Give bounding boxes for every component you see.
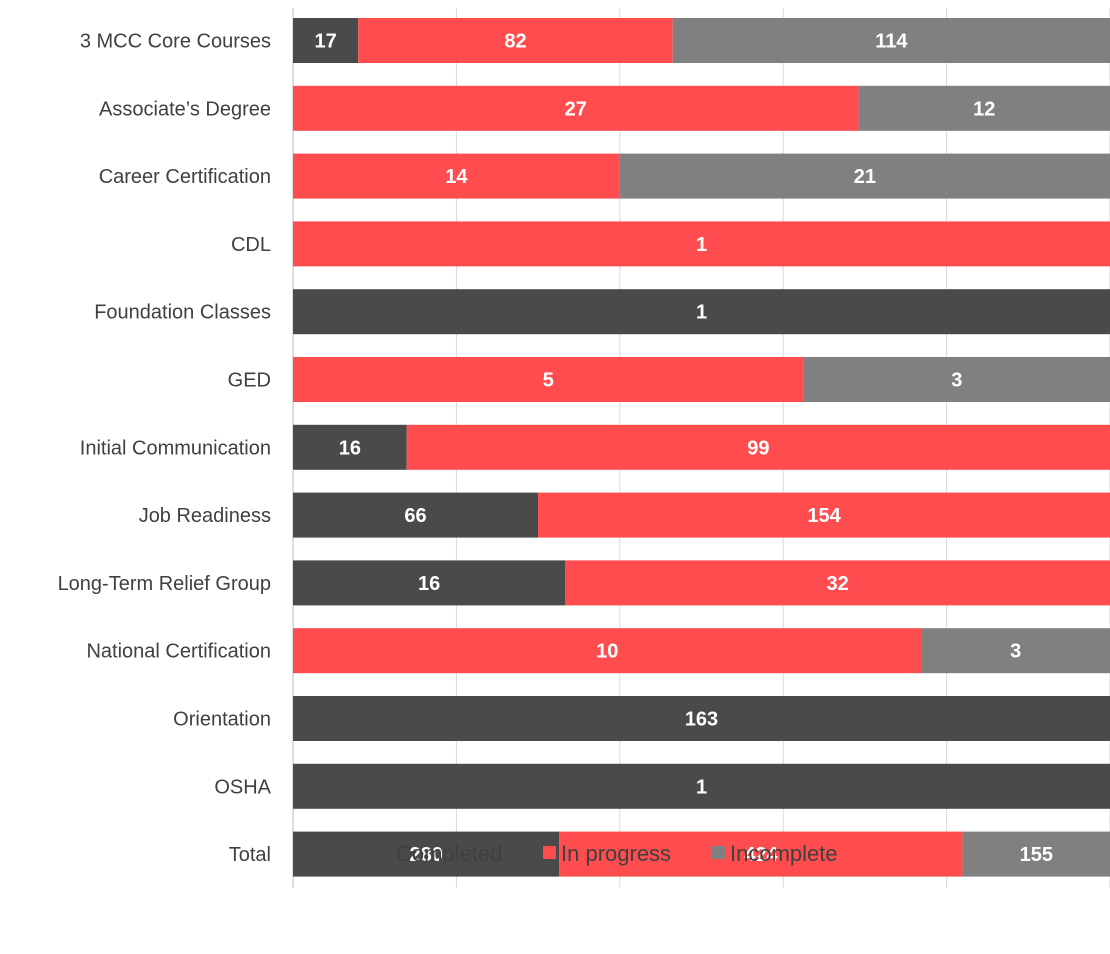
category-label-long-term-relief-group: Long-Term Relief Group	[58, 573, 271, 595]
bar-segment-in-progress	[293, 221, 1110, 267]
data-label-in-progress: 14	[445, 166, 468, 188]
bar-row-long-term-relief-group: 16 32	[293, 560, 1110, 606]
bar-segment-in-progress	[358, 18, 673, 63]
data-label-in-progress: 1	[696, 234, 707, 256]
bar-row-osha: 1	[293, 763, 1110, 809]
data-label-in-progress: 154	[807, 505, 841, 527]
data-label-in-progress: 99	[747, 437, 769, 459]
data-label-completed: 163	[685, 709, 718, 731]
category-label-osha: OSHA	[214, 776, 271, 798]
category-label-total: Total	[229, 844, 271, 866]
bar-segment-completed	[293, 492, 539, 538]
data-label-in-progress: 32	[827, 573, 849, 595]
bar-segment-completed	[293, 18, 359, 63]
data-label-incomplete: 155	[1020, 844, 1053, 866]
bar-segment-in-progress	[538, 492, 1110, 538]
bar-row-job-readiness: 66 154	[293, 492, 1110, 538]
category-label-career-certification: Career Certification	[99, 166, 271, 188]
legend-swatch	[712, 846, 725, 859]
legend-item-completed: Completed	[378, 841, 502, 866]
data-label-in-progress: 424	[744, 844, 778, 866]
legend-label: Incomplete	[730, 841, 838, 866]
bar-row-3-mcc-core-courses: 17 82 114	[293, 18, 1110, 63]
bar-segment-completed	[293, 289, 1110, 335]
bar-segment-completed	[293, 424, 407, 470]
data-label-incomplete: 21	[854, 166, 876, 188]
bar-segment-completed	[293, 560, 566, 606]
data-label-incomplete: 3	[951, 370, 962, 392]
bar-segment-in-progress	[293, 85, 859, 131]
bar-segment-completed	[293, 696, 1110, 741]
bar-row-initial-communication: 16 99	[293, 424, 1110, 470]
category-label-job-readiness: Job Readiness	[139, 505, 271, 527]
legend-item-in-progress: In progress	[543, 841, 671, 866]
category-label-3-mcc-core-courses: 3 MCC Core Courses	[80, 31, 271, 53]
legend-label: In progress	[561, 841, 671, 866]
bar-segment-in-progress	[565, 560, 1110, 606]
category-label-ged: GED	[228, 370, 271, 392]
category-label-national-certification: National Certification	[86, 641, 271, 663]
data-label-completed: 1	[696, 302, 707, 324]
bar-segment-in-progress	[293, 357, 804, 402]
data-label-in-progress: 10	[596, 641, 618, 663]
legend: Completed In progress Incomplete	[378, 841, 838, 866]
data-label-completed: 1	[696, 776, 707, 798]
bar-segment-in-progress	[559, 831, 963, 877]
category-label-cdl: CDL	[231, 234, 271, 256]
bar-segment-incomplete	[962, 831, 1110, 877]
bar-row-cdl: 1	[293, 221, 1110, 267]
bar-row-orientation: 163	[293, 696, 1110, 741]
data-label-in-progress: 5	[543, 370, 554, 392]
data-label-completed: 66	[404, 505, 426, 527]
data-label-incomplete: 3	[1010, 641, 1021, 663]
data-label-completed: 280	[409, 844, 442, 866]
legend-label: Completed	[396, 841, 502, 866]
category-label-associate-s-degree: Associate’s Degree	[99, 98, 271, 120]
category-labels: 3 MCC Core Courses Associate’s Degree Care…	[58, 31, 272, 867]
data-label-completed: 16	[418, 573, 440, 595]
bar-segment-in-progress	[293, 628, 922, 674]
bar-segment-incomplete	[619, 153, 1110, 199]
data-label-incomplete: 12	[973, 98, 995, 120]
bar-segment-completed	[293, 831, 560, 877]
bar-row-foundation-classes: 1	[293, 289, 1110, 335]
bar-row-national-certification: 10 3	[293, 628, 1110, 674]
bar-row-total: 280 424 155	[293, 831, 1110, 877]
bar-segment-in-progress	[293, 153, 620, 199]
legend-item-incomplete: Incomplete	[712, 841, 838, 866]
data-label-in-progress: 82	[504, 31, 526, 53]
bar-row-career-certification: 14 21	[293, 153, 1110, 199]
category-label-orientation: Orientation	[173, 709, 271, 731]
data-label-incomplete: 114	[875, 31, 908, 53]
bar-segment-incomplete	[858, 85, 1110, 131]
legend-swatch	[378, 846, 391, 859]
category-label-foundation-classes: Foundation Classes	[94, 302, 271, 324]
legend-swatch	[543, 846, 556, 859]
bar-segment-completed	[293, 763, 1110, 809]
data-label-completed: 16	[339, 437, 361, 459]
bar-segment-in-progress	[406, 424, 1110, 470]
bar-segment-incomplete	[672, 18, 1110, 63]
bar-segment-incomplete	[803, 357, 1110, 402]
category-label-initial-communication: Initial Communication	[80, 437, 271, 459]
bar-segment-incomplete	[921, 628, 1110, 674]
data-label-in-progress: 27	[565, 98, 587, 120]
bar-row-associate-s-degree: 27 12	[293, 85, 1110, 131]
data-label-completed: 17	[314, 31, 336, 53]
